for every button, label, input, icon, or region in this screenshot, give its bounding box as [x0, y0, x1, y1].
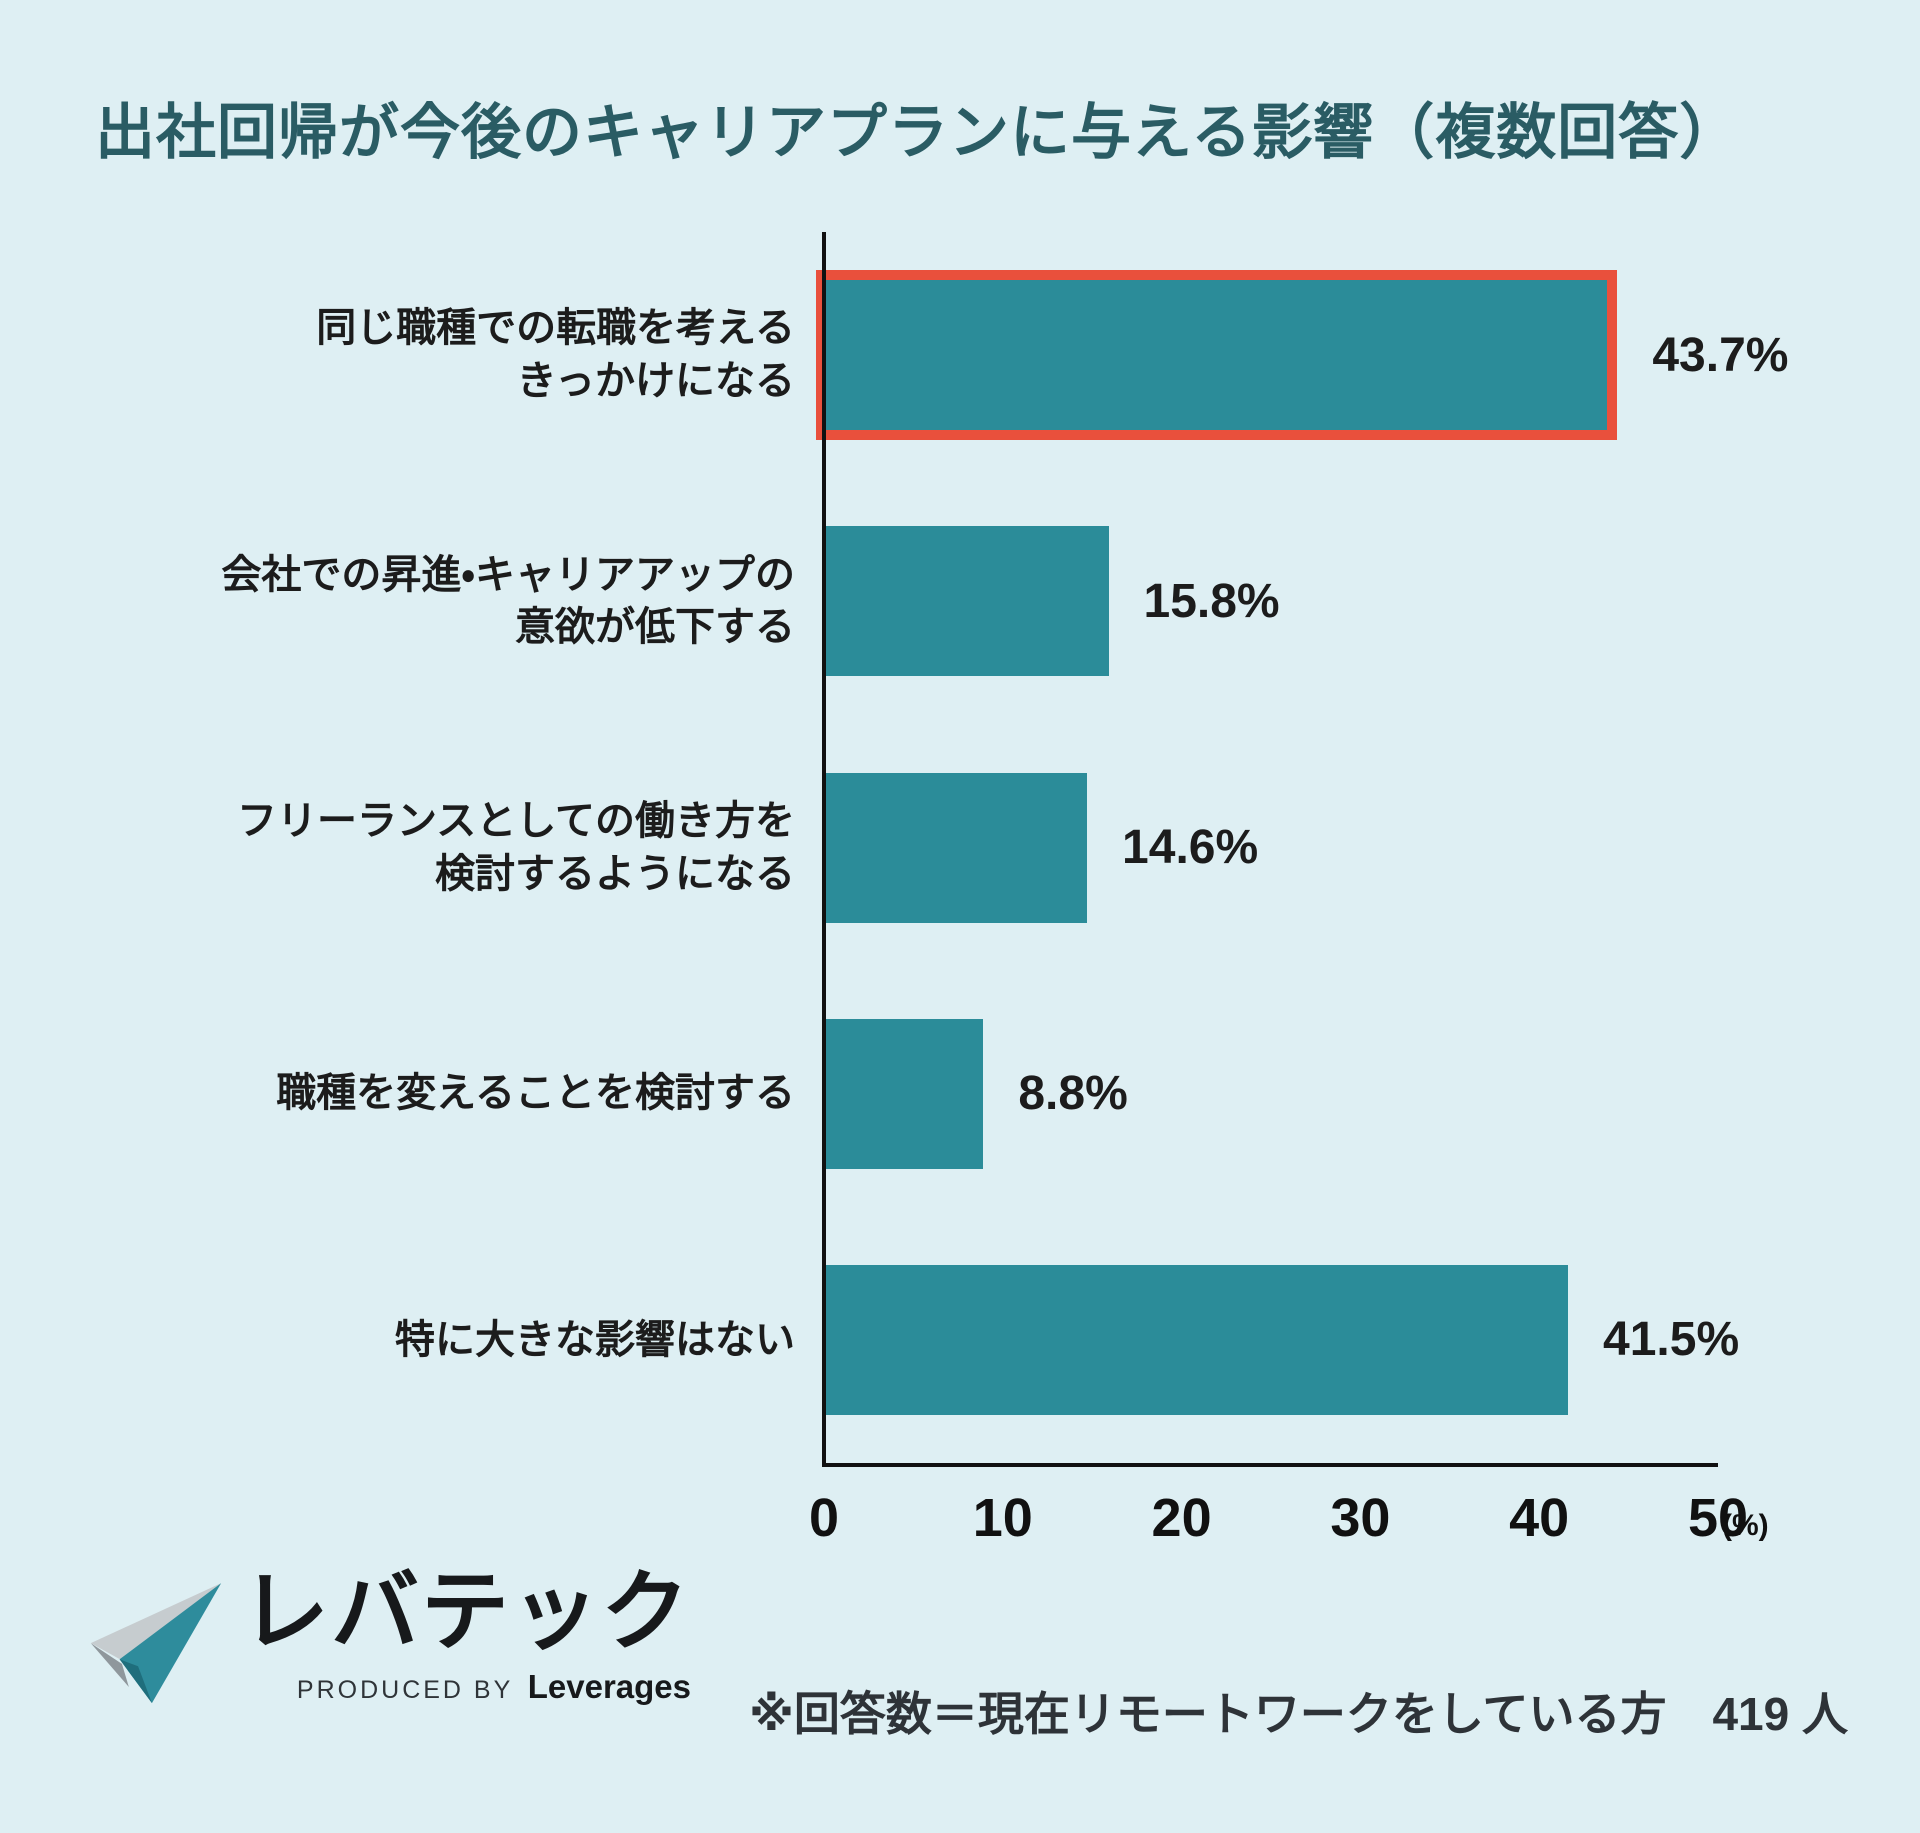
survey-note: ※回答数＝現在リモートワークをしている方 419 人	[749, 1688, 1848, 1740]
bar	[826, 772, 1088, 923]
bar-highlighted	[815, 270, 1618, 441]
bar	[826, 1264, 1569, 1415]
bar-rows: 同じ職種での転職を考える きっかけになる 43.7% 会社での昇進・キャリアアップの意…	[0, 232, 1920, 1463]
x-axis-line	[822, 1463, 1718, 1467]
levtech-logo-icon	[90, 1583, 222, 1704]
bar-value-label: 14.6%	[1122, 821, 1259, 874]
category-label: フリーランスとしての働き方を 検討するようになる	[237, 798, 795, 896]
x-axis-tick-label: 10	[972, 1488, 1033, 1548]
x-axis-tick-label: 0	[808, 1488, 840, 1548]
bar	[826, 1018, 984, 1169]
x-axis-unit-label: (%)	[1722, 1509, 1769, 1542]
bar-row: 特に大きな影響はない 41.5%	[0, 1217, 1920, 1463]
y-axis-line	[822, 232, 826, 1467]
bar-row: 会社での昇進・キャリアアップの 意欲が低下する 15.8%	[0, 478, 1920, 724]
bar-track: 15.8%	[826, 478, 1720, 724]
category-label: 同じ職種での転職を考える きっかけになる	[316, 306, 795, 404]
produced-by-label: PRODUCED BY	[296, 1676, 514, 1705]
levtech-logo-subline: PRODUCED BY Leverages	[241, 1668, 691, 1706]
bar-row: 職種を変えることを検討する 8.8%	[0, 971, 1920, 1217]
levtech-logo-texts: レバテック PRODUCED BY Leverages	[241, 1562, 692, 1706]
bar-track: 43.7%	[815, 232, 1788, 478]
leverages-label: Leverages	[527, 1668, 692, 1706]
x-axis-tick-label: 40	[1509, 1488, 1570, 1548]
chart-title: 出社回帰が今後のキャリアプランに与える影響（複数回答）	[95, 99, 1741, 166]
bar-value-label: 8.8%	[1018, 1067, 1128, 1121]
levtech-logo: レバテック PRODUCED BY Leverages	[85, 1562, 692, 1712]
category-label: 職種を変えることを検討する	[276, 1071, 795, 1116]
bar-chart: 同じ職種での転職を考える きっかけになる 43.7% 会社での昇進・キャリアアップの意…	[0, 232, 1920, 1548]
levtech-logo-brand: レバテック	[241, 1562, 692, 1661]
x-axis-tick-label: 20	[1151, 1488, 1212, 1548]
bar-track: 41.5%	[826, 1217, 1739, 1463]
bar-row: 同じ職種での転職を考える きっかけになる 43.7%	[0, 232, 1920, 478]
bar-value-label: 15.8%	[1143, 574, 1280, 628]
bar-value-label: 41.5%	[1603, 1313, 1740, 1367]
bar-track: 8.8%	[826, 971, 1720, 1217]
category-label: 特に大きな影響はない	[395, 1317, 795, 1362]
bar	[826, 526, 1109, 677]
x-axis-tick-label: 30	[1330, 1488, 1391, 1548]
x-axis-ticks: (%) 0 10 20 30 40 50	[0, 1487, 1920, 1567]
bar-row: フリーランスとしての働き方を 検討するようになる 14.6%	[0, 724, 1920, 970]
x-axis-tick-label: 50	[1687, 1488, 1749, 1548]
bar-value-label: 43.7%	[1652, 328, 1789, 382]
category-label: 会社での昇進・キャリアアップの 意欲が低下する	[221, 552, 795, 650]
bar-track: 14.6%	[826, 724, 1720, 970]
